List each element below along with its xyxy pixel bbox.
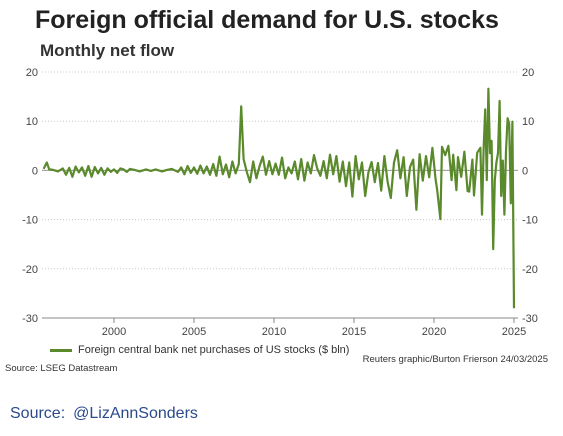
series-line (42, 87, 516, 309)
y-tick-label-right: -30 (522, 313, 538, 325)
chart-title: Foreign official demand for U.S. stocks (35, 6, 499, 34)
chart-subtitle: Monthly net flow (40, 41, 175, 60)
footer-handle[interactable]: @LizAnnSonders (73, 405, 198, 422)
footer-source-label: Source: (10, 405, 66, 422)
y-tick-label-left: -10 (22, 215, 38, 227)
y-tick-label-right: -20 (522, 264, 538, 276)
y-tick-label-left: 10 (26, 116, 38, 128)
y-tick-label-left: -20 (22, 264, 38, 276)
x-tick-label: 2010 (262, 326, 286, 338)
x-tick-label: 2025 (502, 326, 526, 338)
y-tick-label-right: 10 (522, 116, 534, 128)
x-tick-label: 2000 (102, 326, 126, 338)
data-source: Source: LSEG Datastream (5, 363, 118, 374)
legend-label: Foreign central bank net purchases of US… (78, 344, 350, 356)
x-tick-label: 2020 (422, 326, 446, 338)
footer-source: Source: @LizAnnSonders (10, 405, 198, 423)
legend-swatch (50, 348, 72, 352)
y-tick-label-left: 0 (32, 165, 38, 177)
y-tick-label-right: 20 (522, 67, 534, 79)
x-tick-label: 2015 (342, 326, 366, 338)
x-tick-label: 2005 (182, 326, 206, 338)
chart-legend: Foreign central bank net purchases of US… (50, 344, 349, 356)
y-tick-label-left: 20 (26, 67, 38, 79)
y-tick-label-left: -30 (22, 313, 38, 325)
y-tick-label-right: 0 (522, 165, 528, 177)
y-tick-label-right: -10 (522, 215, 538, 227)
graphic-credit: Reuters graphic/Burton Frierson 24/03/20… (362, 354, 548, 365)
